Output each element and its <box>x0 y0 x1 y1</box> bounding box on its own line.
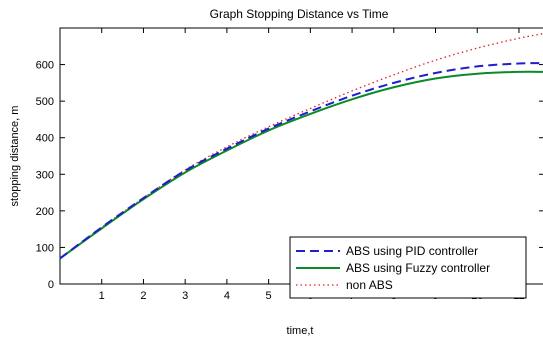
x-tick-label: 3 <box>182 290 188 302</box>
legend-label: ABS using Fuzzy controller <box>346 261 490 275</box>
y-axis-label: stopping distance, m <box>9 106 21 207</box>
y-axis-ticks: 0 100 200 300 400 500 600 <box>36 60 543 291</box>
x-tick-label: 4 <box>224 290 230 302</box>
series-line-pid <box>59 62 543 260</box>
x-tick-label: 1 <box>99 290 105 302</box>
legend: ABS using PID controller ABS using Fuzzy … <box>289 236 527 299</box>
y-tick-label: 500 <box>36 96 54 108</box>
legend-label: ABS using PID controller <box>346 244 478 258</box>
y-tick-label: 100 <box>36 242 54 254</box>
x-tick-label: 2 <box>140 290 146 302</box>
y-tick-label: 300 <box>36 169 54 181</box>
y-tick-label: 400 <box>36 133 54 145</box>
x-axis-label: time,t <box>287 325 314 337</box>
y-tick-label: 600 <box>36 60 54 72</box>
y-tick-label: 200 <box>36 206 54 218</box>
x-tick-label: 5 <box>266 290 272 302</box>
legend-label: non ABS <box>346 278 393 292</box>
series-line-non-abs <box>59 33 543 259</box>
legend-items: ABS using PID controller ABS using Fuzzy … <box>296 244 490 292</box>
chart-title: Graph Stopping Distance vs Time <box>210 7 389 21</box>
series-lines <box>59 33 543 260</box>
y-tick-label: 0 <box>48 279 54 291</box>
